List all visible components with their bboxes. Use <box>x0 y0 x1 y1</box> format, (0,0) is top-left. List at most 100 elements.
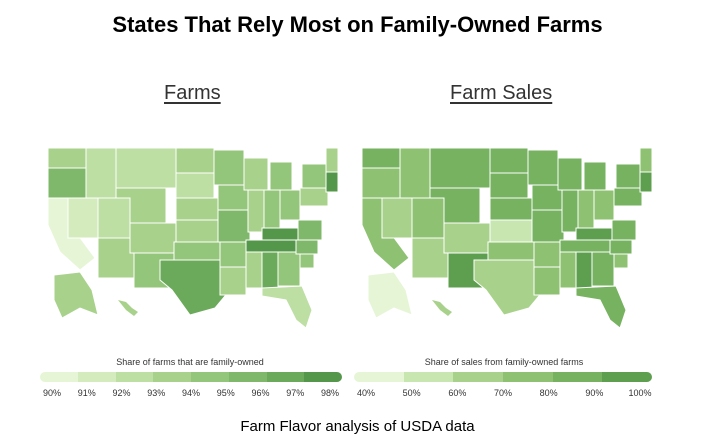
state-sc <box>299 253 315 269</box>
legend-swatch <box>77 372 116 382</box>
state-me <box>639 147 653 173</box>
state-tn <box>245 239 297 253</box>
farms-map-states <box>47 147 339 329</box>
state-co <box>129 222 177 254</box>
state-pa <box>299 187 329 207</box>
legend-swatch <box>266 372 305 382</box>
state-ny <box>615 163 645 189</box>
legend-tick-label: 96% <box>251 388 270 398</box>
source-footer: Farm Flavor analysis of USDA data <box>240 418 475 435</box>
state-fl <box>261 285 313 329</box>
chart-title: States That Rely Most on Family-Owned Fa… <box>112 12 603 37</box>
state-va <box>611 219 637 241</box>
state-id <box>85 147 117 199</box>
state-ky <box>261 227 303 241</box>
legend-swatch <box>153 372 191 382</box>
legend-tick-label: 100% <box>628 388 652 398</box>
state-in <box>577 189 595 229</box>
legend-swatch <box>304 372 342 382</box>
state-ar <box>533 241 561 268</box>
farms-map <box>47 147 339 329</box>
state-co <box>443 222 491 254</box>
state-ok <box>487 241 535 261</box>
legend-tick-label: 80% <box>539 388 558 398</box>
state-ms <box>245 251 263 289</box>
state-wa <box>47 147 87 169</box>
legend-swatch <box>40 372 78 382</box>
state-or <box>47 167 87 199</box>
state-ok <box>173 241 221 261</box>
legend-tick-label: 91% <box>77 388 96 398</box>
legend-swatch <box>115 372 154 382</box>
legend-tick-label: 94% <box>181 388 201 398</box>
state-fl <box>575 285 627 329</box>
state-ne-states <box>325 171 339 193</box>
state-nv <box>381 197 413 239</box>
state-hi <box>432 300 452 316</box>
state-nd <box>489 147 529 174</box>
farm-sales-map-states <box>361 147 653 329</box>
state-me <box>325 147 339 173</box>
state-ak <box>53 271 99 319</box>
legend-tick-label: 95% <box>216 388 235 398</box>
state-wi <box>243 157 269 191</box>
state-pa <box>613 187 643 207</box>
state-al <box>261 251 279 289</box>
state-or <box>361 167 401 199</box>
legend-tick-label: 50% <box>402 388 421 398</box>
farm-sales-map <box>361 147 653 329</box>
state-az <box>97 237 135 279</box>
state-ut <box>97 197 131 239</box>
farm-sales-panel-title: Farm Sales <box>450 82 553 104</box>
state-va <box>297 219 323 241</box>
state-mi <box>583 161 607 191</box>
legend-swatch <box>552 372 603 382</box>
state-mt <box>429 147 491 189</box>
legend-tick-label: 40% <box>356 388 376 398</box>
legend-tick-label: 70% <box>493 388 513 398</box>
state-mt <box>115 147 177 189</box>
state-nc <box>295 239 319 255</box>
state-la <box>219 266 247 296</box>
state-nc <box>609 239 633 255</box>
state-ut <box>411 197 445 239</box>
state-ne <box>489 197 533 221</box>
legend-swatch <box>403 372 454 382</box>
legend-swatch <box>453 372 504 382</box>
state-il <box>561 189 579 233</box>
legend-tick-label: 98% <box>320 388 340 398</box>
state-mi <box>269 161 293 191</box>
state-hi <box>118 300 138 316</box>
state-al <box>575 251 593 289</box>
legend-tick-label: 93% <box>147 388 166 398</box>
state-la <box>533 266 561 296</box>
legend-swatch <box>602 372 652 382</box>
state-ks <box>489 219 533 243</box>
state-nv <box>67 197 99 239</box>
farms-legend-caption: Share of farms that are family-owned <box>116 357 264 367</box>
state-sd <box>489 172 529 199</box>
state-tn <box>559 239 611 253</box>
state-sc <box>613 253 629 269</box>
state-id <box>399 147 431 199</box>
legend-swatch <box>354 372 404 382</box>
legend-tick-label: 97% <box>286 388 305 398</box>
state-ga <box>277 251 301 287</box>
state-mn <box>213 149 245 186</box>
farms-panel-title: Farms <box>164 82 221 104</box>
farm-sales-legend-caption: Share of sales from family-owned farms <box>424 357 584 367</box>
state-ak <box>367 271 413 319</box>
farms-legend-bar <box>40 372 342 382</box>
state-ga <box>591 251 615 287</box>
state-sd <box>175 172 215 199</box>
legend-tick-label: 92% <box>112 388 131 398</box>
state-oh <box>593 189 615 221</box>
farm-sales-legend-bar <box>354 372 652 382</box>
state-ms <box>559 251 577 289</box>
state-oh <box>279 189 301 221</box>
state-nd <box>175 147 215 174</box>
legend-swatch <box>503 372 553 382</box>
state-mo <box>217 209 251 243</box>
state-ne <box>175 197 219 221</box>
legend-tick-label: 60% <box>448 388 467 398</box>
